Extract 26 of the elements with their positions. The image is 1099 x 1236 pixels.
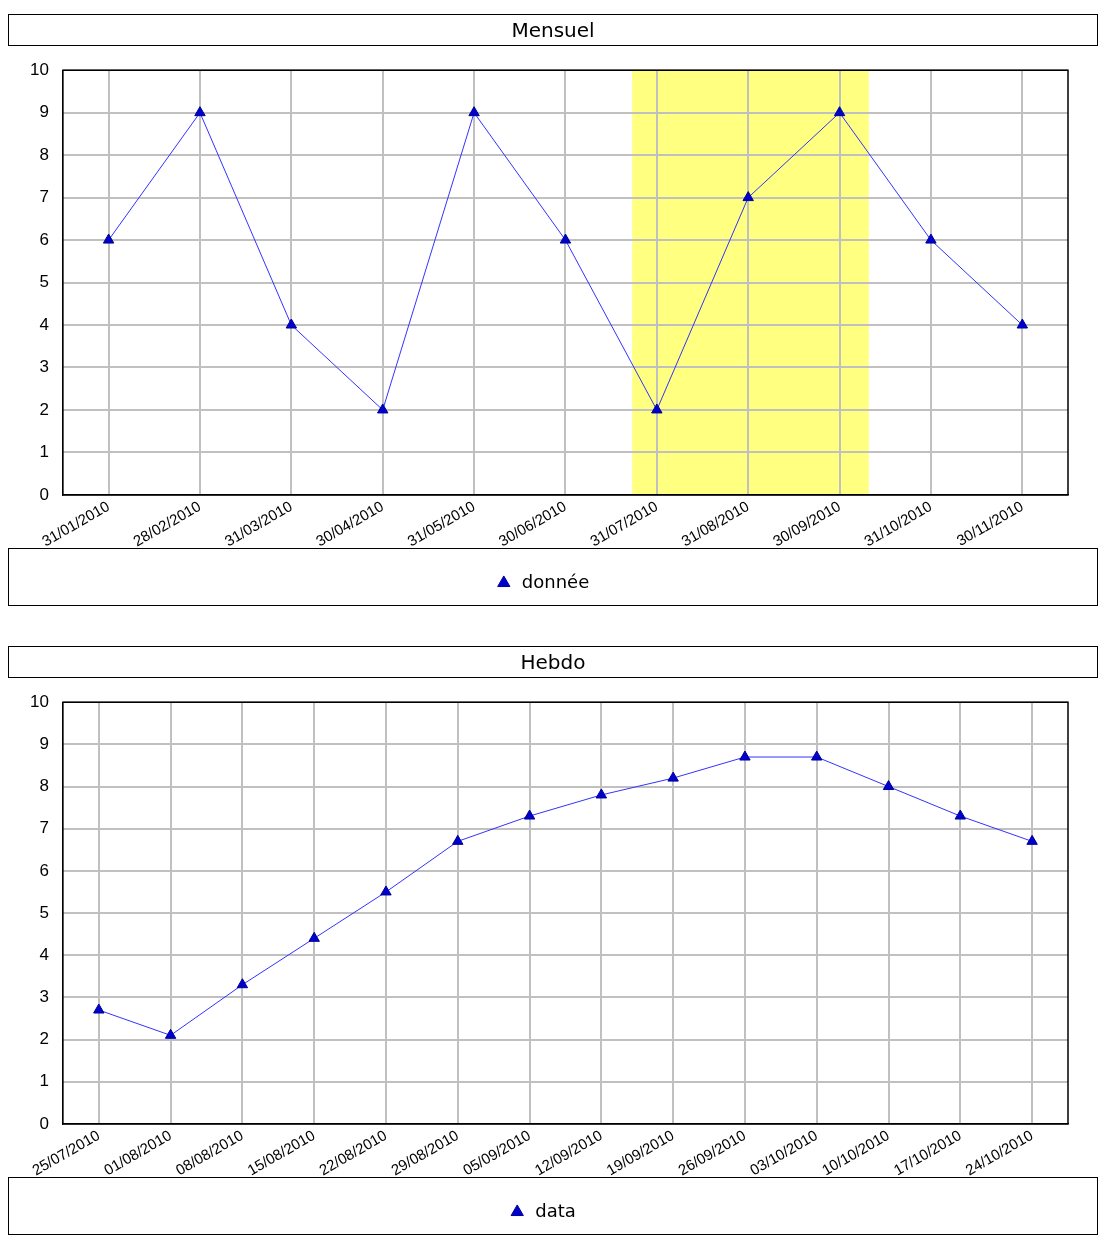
y-tick-label: 6: [39, 229, 49, 249]
y-tick-label: 4: [39, 314, 49, 334]
y-tick-label: 3: [39, 987, 49, 1007]
y-tick-label: 7: [39, 187, 49, 207]
y-tick-label: 3: [39, 357, 49, 377]
y-tick-label: 10: [29, 59, 49, 79]
y-tick-label: 0: [39, 484, 49, 504]
legend-label: donnée: [521, 570, 590, 592]
chart-title: Hebdo: [8, 646, 1098, 678]
y-tick-label: 5: [39, 272, 49, 292]
y-tick-label: 10: [29, 691, 49, 711]
y-tick-label: 9: [39, 734, 49, 754]
y-tick-label: 8: [39, 144, 49, 164]
y-tick-label: 9: [39, 102, 49, 122]
y-tick-label: 4: [39, 944, 49, 964]
y-tick-label: 6: [39, 860, 49, 880]
y-tick-label: 5: [39, 902, 49, 922]
y-tick-label: 1: [39, 442, 49, 462]
y-tick-label: 1: [39, 1071, 49, 1091]
y-tick-label: 2: [39, 399, 49, 419]
y-tick-label: 8: [39, 776, 49, 796]
legend-label: data: [535, 1199, 576, 1221]
y-tick-label: 0: [39, 1113, 49, 1133]
chart-title: Mensuel: [8, 14, 1098, 46]
y-tick-label: 7: [39, 818, 49, 838]
y-tick-label: 2: [39, 1029, 49, 1049]
